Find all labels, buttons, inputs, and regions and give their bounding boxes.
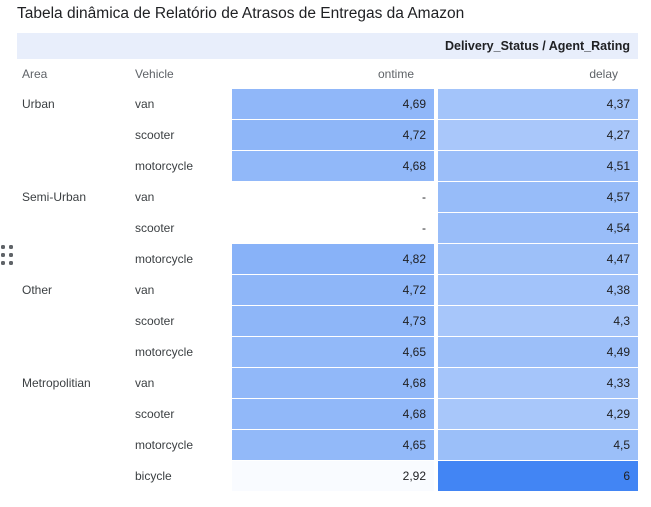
delay-cell[interactable]: 4,33	[438, 368, 638, 398]
column-header-delay: delay	[589, 67, 618, 81]
pivot-table: Delivery_Status / Agent_Rating Area Vehi…	[17, 33, 638, 492]
delay-cell[interactable]: 4,3	[438, 306, 638, 336]
vehicle-label: van	[135, 190, 155, 204]
delay-cell[interactable]: 4,38	[438, 275, 638, 305]
column-header-area: Area	[22, 67, 48, 81]
delay-cell[interactable]: 4,54	[438, 213, 638, 243]
vehicle-label: van	[135, 283, 155, 297]
delay-cell[interactable]: 4,5	[438, 430, 638, 460]
ontime-cell[interactable]: 4,65	[232, 430, 434, 460]
vehicle-label: scooter	[135, 314, 175, 328]
pivot-header-title: Delivery_Status / Agent_Rating	[444, 39, 630, 53]
column-header-ontime: ontime	[377, 67, 414, 81]
vehicle-label: scooter	[135, 407, 175, 421]
area-label: Urban	[22, 97, 55, 111]
vehicle-label: motorcycle	[135, 438, 194, 452]
table-row: Metropolitian van 4,68 4,33	[17, 368, 638, 399]
table-row: motorcycle 4,68 4,51	[17, 151, 638, 182]
vehicle-label: van	[135, 97, 155, 111]
pivot-header-band: Delivery_Status / Agent_Rating	[17, 33, 638, 59]
area-label	[17, 306, 130, 337]
table-row: bicycle 2,92 6	[17, 461, 638, 492]
vehicle-label: motorcycle	[135, 252, 194, 266]
ontime-cell[interactable]: 4,68	[232, 368, 434, 398]
column-header-row: Area Vehicle ontime delay	[17, 59, 638, 89]
area-label	[17, 399, 130, 430]
delay-cell[interactable]: 4,49	[438, 337, 638, 367]
area-label	[17, 244, 130, 275]
area-label	[17, 461, 130, 492]
vehicle-label: bicycle	[135, 469, 172, 483]
area-label	[17, 213, 130, 244]
delay-cell[interactable]: 4,47	[438, 244, 638, 274]
ontime-cell[interactable]: 4,72	[232, 120, 434, 150]
table-row: motorcycle 4,65 4,49	[17, 337, 638, 368]
ontime-cell[interactable]: 4,68	[232, 399, 434, 429]
delay-cell[interactable]: 4,27	[438, 120, 638, 150]
table-row: scooter 4,72 4,27	[17, 120, 638, 151]
table-row: motorcycle 4,65 4,5	[17, 430, 638, 461]
delay-cell[interactable]: 6	[438, 461, 638, 491]
table-row: scooter 4,73 4,3	[17, 306, 638, 337]
column-header-vehicle: Vehicle	[135, 67, 174, 81]
ontime-cell[interactable]: 2,92	[232, 461, 434, 491]
table-row: Semi-Urban van - 4,57	[17, 182, 638, 213]
ontime-cell[interactable]: 4,65	[232, 337, 434, 367]
area-label	[17, 151, 130, 182]
drag-dots-icon[interactable]	[1, 245, 13, 265]
ontime-cell[interactable]: 4,69	[232, 89, 434, 119]
page-title: Tabela dinâmica de Relatório de Atrasos …	[17, 5, 465, 22]
table-row: Other van 4,72 4,38	[17, 275, 638, 306]
vehicle-label: scooter	[135, 221, 175, 235]
vehicle-label: motorcycle	[135, 345, 194, 359]
vehicle-label: scooter	[135, 128, 175, 142]
ontime-cell[interactable]: 4,73	[232, 306, 434, 336]
area-label	[17, 337, 130, 368]
delay-cell[interactable]: 4,57	[438, 182, 638, 212]
table-row: Urban van 4,69 4,37	[17, 89, 638, 120]
area-label: Semi-Urban	[22, 190, 87, 204]
table-row: scooter 4,68 4,29	[17, 399, 638, 430]
ontime-cell[interactable]: -	[232, 182, 434, 212]
vehicle-label: motorcycle	[135, 159, 194, 173]
ontime-cell[interactable]: 4,68	[232, 151, 434, 181]
area-label: Metropolitian	[22, 376, 91, 390]
table-row: motorcycle 4,82 4,47	[17, 244, 638, 275]
ontime-cell[interactable]: 4,72	[232, 275, 434, 305]
vehicle-label: van	[135, 376, 155, 390]
delay-cell[interactable]: 4,37	[438, 89, 638, 119]
area-label	[17, 430, 130, 461]
ontime-cell[interactable]: -	[232, 213, 434, 243]
table-row: scooter - 4,54	[17, 213, 638, 244]
delay-cell[interactable]: 4,51	[438, 151, 638, 181]
area-label: Other	[22, 283, 53, 297]
ontime-cell[interactable]: 4,82	[232, 244, 434, 274]
delay-cell[interactable]: 4,29	[438, 399, 638, 429]
pivot-rows: Urban van 4,69 4,37 scooter 4,72 4,27 mo…	[17, 89, 638, 492]
area-label	[17, 120, 130, 151]
